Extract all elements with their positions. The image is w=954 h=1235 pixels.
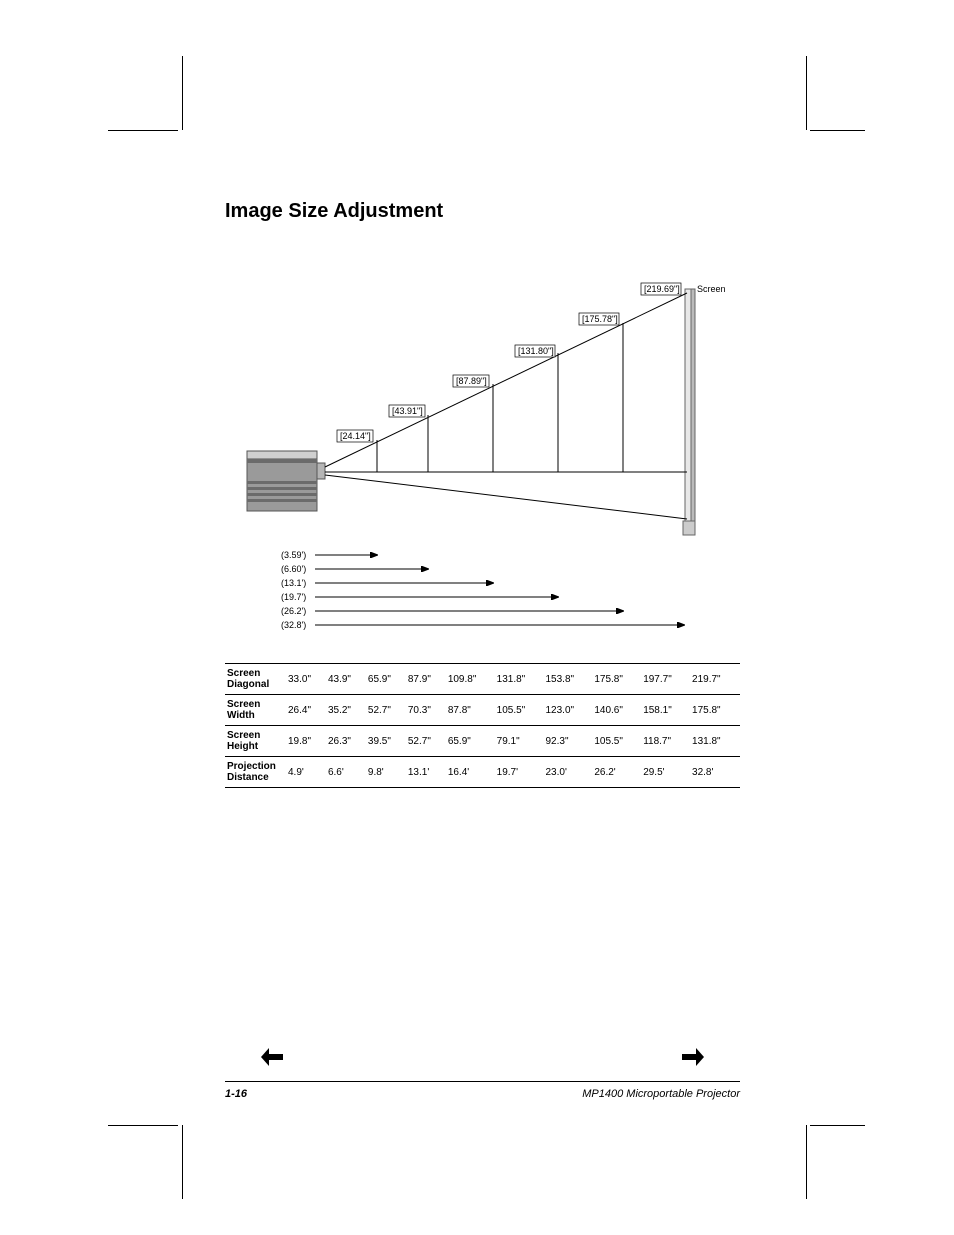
table-cell: 33.0" [287,664,327,695]
table-cell: 175.8" [691,695,740,726]
crop-mark [810,1125,865,1126]
table-cell: 79.1" [496,726,545,757]
height-label: [87.89"] [456,376,487,386]
table-cell: 87.9" [407,664,447,695]
distance-label: (13.1') [281,578,306,588]
size-table: ScreenDiagonal33.0"43.9"65.9"87.9"109.8"… [225,663,740,788]
projection-diagram: [219.69"] Screen [175.78"] [131.80"] [87… [225,263,725,633]
table-cell: 131.8" [496,664,545,695]
table-cell: 16.4' [447,757,496,788]
table-cell: 65.9" [367,664,407,695]
table-cell: 123.0" [545,695,594,726]
next-page-arrow[interactable] [682,1045,704,1073]
table-cell: 26.2' [593,757,642,788]
table-cell: 175.8" [593,664,642,695]
table-cell: 52.7" [407,726,447,757]
page-title: Image Size Adjustment [225,200,745,223]
row-header: ScreenHeight [225,726,287,757]
table-cell: 105.5" [593,726,642,757]
distance-label: (32.8') [281,620,306,630]
page-content: Image Size Adjustment [225,200,745,788]
table-cell: 92.3" [545,726,594,757]
height-label: [175.78"] [582,314,618,324]
screen-icon [683,289,695,535]
row-header: ScreenDiagonal [225,664,287,695]
table-cell: 70.3" [407,695,447,726]
table-cell: 153.8" [545,664,594,695]
table-cell: 197.7" [642,664,691,695]
table-cell: 65.9" [447,726,496,757]
table-cell: 19.8" [287,726,327,757]
height-label: [24.14"] [340,431,371,441]
table-row: ScreenHeight19.8"26.3"39.5"52.7"65.9"79.… [225,726,740,757]
height-label: [219.69"] [644,284,680,294]
table-cell: 26.3" [327,726,367,757]
projector-icon [247,451,325,511]
distance-label: (6.60') [281,564,306,574]
page-number: 1-16 [225,1088,247,1100]
table-cell: 109.8" [447,664,496,695]
table-cell: 26.4" [287,695,327,726]
product-name: MP1400 Microportable Projector [582,1088,740,1100]
row-header: ProjectionDistance [225,757,287,788]
table-cell: 32.8' [691,757,740,788]
crop-mark [806,1125,807,1199]
crop-mark [182,1125,183,1199]
table-cell: 23.0' [545,757,594,788]
crop-mark [806,56,807,130]
table-cell: 13.1' [407,757,447,788]
table-cell: 158.1" [642,695,691,726]
table-row: ScreenWidth26.4"35.2"52.7"70.3"87.8"105.… [225,695,740,726]
distance-label: (26.2') [281,606,306,616]
height-label: [131.80"] [518,346,554,356]
table-cell: 6.6' [327,757,367,788]
table-cell: 131.8" [691,726,740,757]
table-cell: 219.7" [691,664,740,695]
table-cell: 105.5" [496,695,545,726]
row-header: ScreenWidth [225,695,287,726]
table-cell: 4.9' [287,757,327,788]
crop-mark [810,130,865,131]
table-cell: 9.8' [367,757,407,788]
crop-mark [182,56,183,130]
table-cell: 140.6" [593,695,642,726]
screen-label: Screen [697,284,725,294]
table-cell: 39.5" [367,726,407,757]
table-row: ProjectionDistance4.9'6.6'9.8'13.1'16.4'… [225,757,740,788]
table-cell: 29.5' [642,757,691,788]
table-cell: 87.8" [447,695,496,726]
height-label: [43.91"] [392,406,423,416]
page-footer-nav: 1-16 MP1400 Microportable Projector [225,1045,740,1100]
table-cell: 35.2" [327,695,367,726]
distance-label: (19.7') [281,592,306,602]
crop-mark [108,130,178,131]
distance-label: (3.59') [281,550,306,560]
table-cell: 118.7" [642,726,691,757]
prev-page-arrow[interactable] [261,1045,283,1073]
table-row: ScreenDiagonal33.0"43.9"65.9"87.9"109.8"… [225,664,740,695]
crop-mark [108,1125,178,1126]
table-cell: 19.7' [496,757,545,788]
table-cell: 43.9" [327,664,367,695]
table-cell: 52.7" [367,695,407,726]
